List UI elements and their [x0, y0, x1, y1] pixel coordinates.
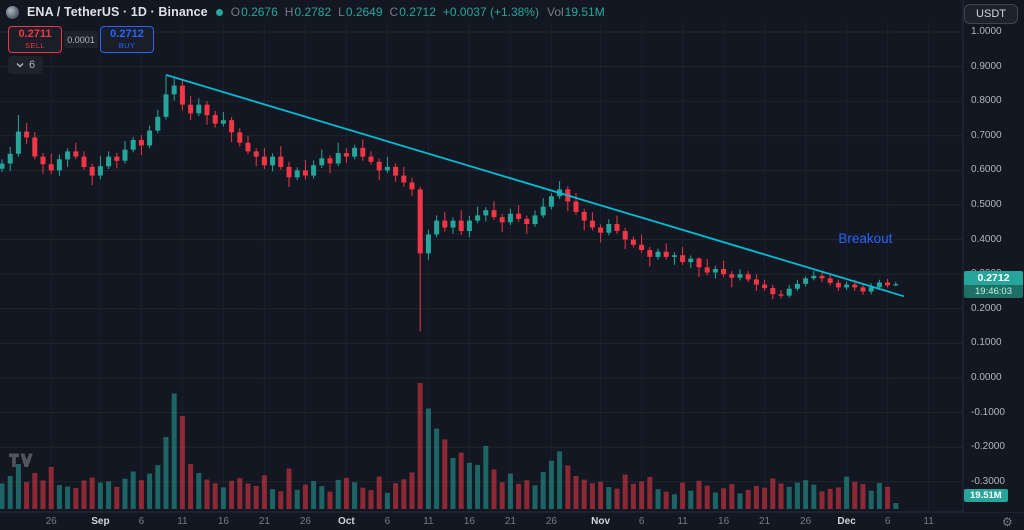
low-label: L [338, 5, 345, 19]
price-axis-label: 0.9000 [971, 60, 1002, 72]
price-axis-label: -0.1000 [971, 406, 1005, 418]
high-value: 0.2782 [294, 5, 332, 19]
symbol-title[interactable]: ENA / TetherUS · 1D · Binance [27, 5, 208, 19]
time-axis-label: 16 [217, 516, 229, 527]
currency-toggle-button[interactable]: USDT [964, 4, 1018, 24]
volume-label: Vol [546, 5, 564, 19]
price-axis-label: 0.5000 [971, 199, 1002, 210]
sell-button-label: SELL [25, 41, 45, 51]
price-axis-label: 0.1000 [971, 337, 1002, 349]
time-axis-label: 21 [504, 516, 516, 527]
ohlc-readout: O 0.2676 H 0.2782 L 0.2649 C 0.2712 +0.0037 … [231, 5, 539, 19]
indicator-count: 6 [29, 59, 36, 71]
time-axis-label: Dec [837, 516, 856, 527]
open-value: 0.2676 [241, 5, 278, 19]
open-label: O [230, 5, 241, 19]
time-axis-label: 21 [258, 516, 270, 527]
spread-value: 0.0001 [64, 31, 98, 48]
current-price-badge: 0.2712 19:46:03 [964, 271, 1023, 299]
time-axis-label: 6 [884, 516, 891, 527]
price-axis-label: 1.0000 [971, 26, 1002, 37]
price-axis-label: 0.8000 [971, 95, 1002, 107]
market-status-dot [215, 8, 223, 16]
symbol-logo-icon [6, 5, 19, 19]
price-axis-label: -0.2000 [971, 441, 1005, 453]
trade-widget: 0.2711 SELL 0.0001 0.2712 BUY [8, 26, 154, 53]
time-axis-label: 26 [45, 516, 57, 527]
time-axis-label: 6 [638, 516, 645, 527]
current-price-value: 0.2712 [964, 271, 1023, 286]
time-axis-label: 11 [923, 516, 934, 527]
time-axis-label: 16 [956, 516, 963, 527]
time-axis-label: 26 [299, 516, 311, 527]
sell-price: 0.2711 [18, 28, 52, 41]
time-axis-label: 16 [463, 516, 475, 527]
sell-button[interactable]: 0.2711 SELL [8, 26, 62, 53]
chevron-down-icon [16, 63, 24, 68]
price-axis-label: 0.0000 [971, 372, 1002, 383]
time-axis-label: Oct [338, 516, 355, 527]
buy-button[interactable]: 0.2712 BUY [100, 26, 154, 53]
time-axis-label: 21 [759, 516, 771, 527]
time-axis-label: 11 [677, 516, 688, 527]
time-axis-label: 6 [384, 516, 391, 527]
price-axis-label: 0.7000 [971, 129, 1002, 141]
time-axis-label: Nov [591, 516, 611, 527]
current-volume-badge: 19.51M [964, 489, 1008, 502]
price-axis[interactable]: 1.0000 0.9000 0.8000 0.7000 0.6000 0.5000 0.40… [964, 0, 1024, 512]
gear-icon[interactable]: ⚙ [1002, 514, 1013, 529]
change-value: +0.0037 (+1.38%) [442, 5, 539, 19]
price-axis-label: 0.6000 [971, 164, 1002, 176]
price-axis-label: 0.2000 [971, 302, 1002, 314]
time-axis-label: 26 [800, 516, 812, 527]
buy-price: 0.2712 [110, 28, 144, 41]
time-axis-label: 16 [718, 516, 730, 527]
time-axis-label: 11 [177, 516, 188, 527]
indicators-collapse-pill[interactable]: 6 [8, 56, 44, 74]
time-axis[interactable]: 26 Sep 6 11 16 21 26 Oct 6 11 16 21 26 Nov 6 11 16 21 26 De… [0, 513, 963, 530]
price-axis-label: 0.4000 [971, 233, 1002, 245]
low-value: 0.2649 [345, 5, 383, 19]
breakout-annotation[interactable]: Breakout [838, 230, 893, 246]
buy-button-label: BUY [118, 41, 136, 51]
close-label: C [389, 5, 399, 19]
time-axis-label: 11 [423, 516, 434, 527]
time-axis-label: Sep [91, 516, 110, 527]
price-axis-label: -0.3000 [971, 475, 1005, 487]
tradingview-logo-icon [9, 453, 33, 468]
high-label: H [284, 5, 294, 19]
time-axis-label: 26 [545, 516, 557, 527]
time-axis-label: 6 [138, 516, 145, 527]
volume-value: 19.51M [564, 5, 605, 19]
close-value: 0.2712 [399, 5, 436, 19]
axis-corner: ⚙ [964, 513, 1024, 530]
bar-countdown: 19:46:03 [964, 285, 1023, 299]
